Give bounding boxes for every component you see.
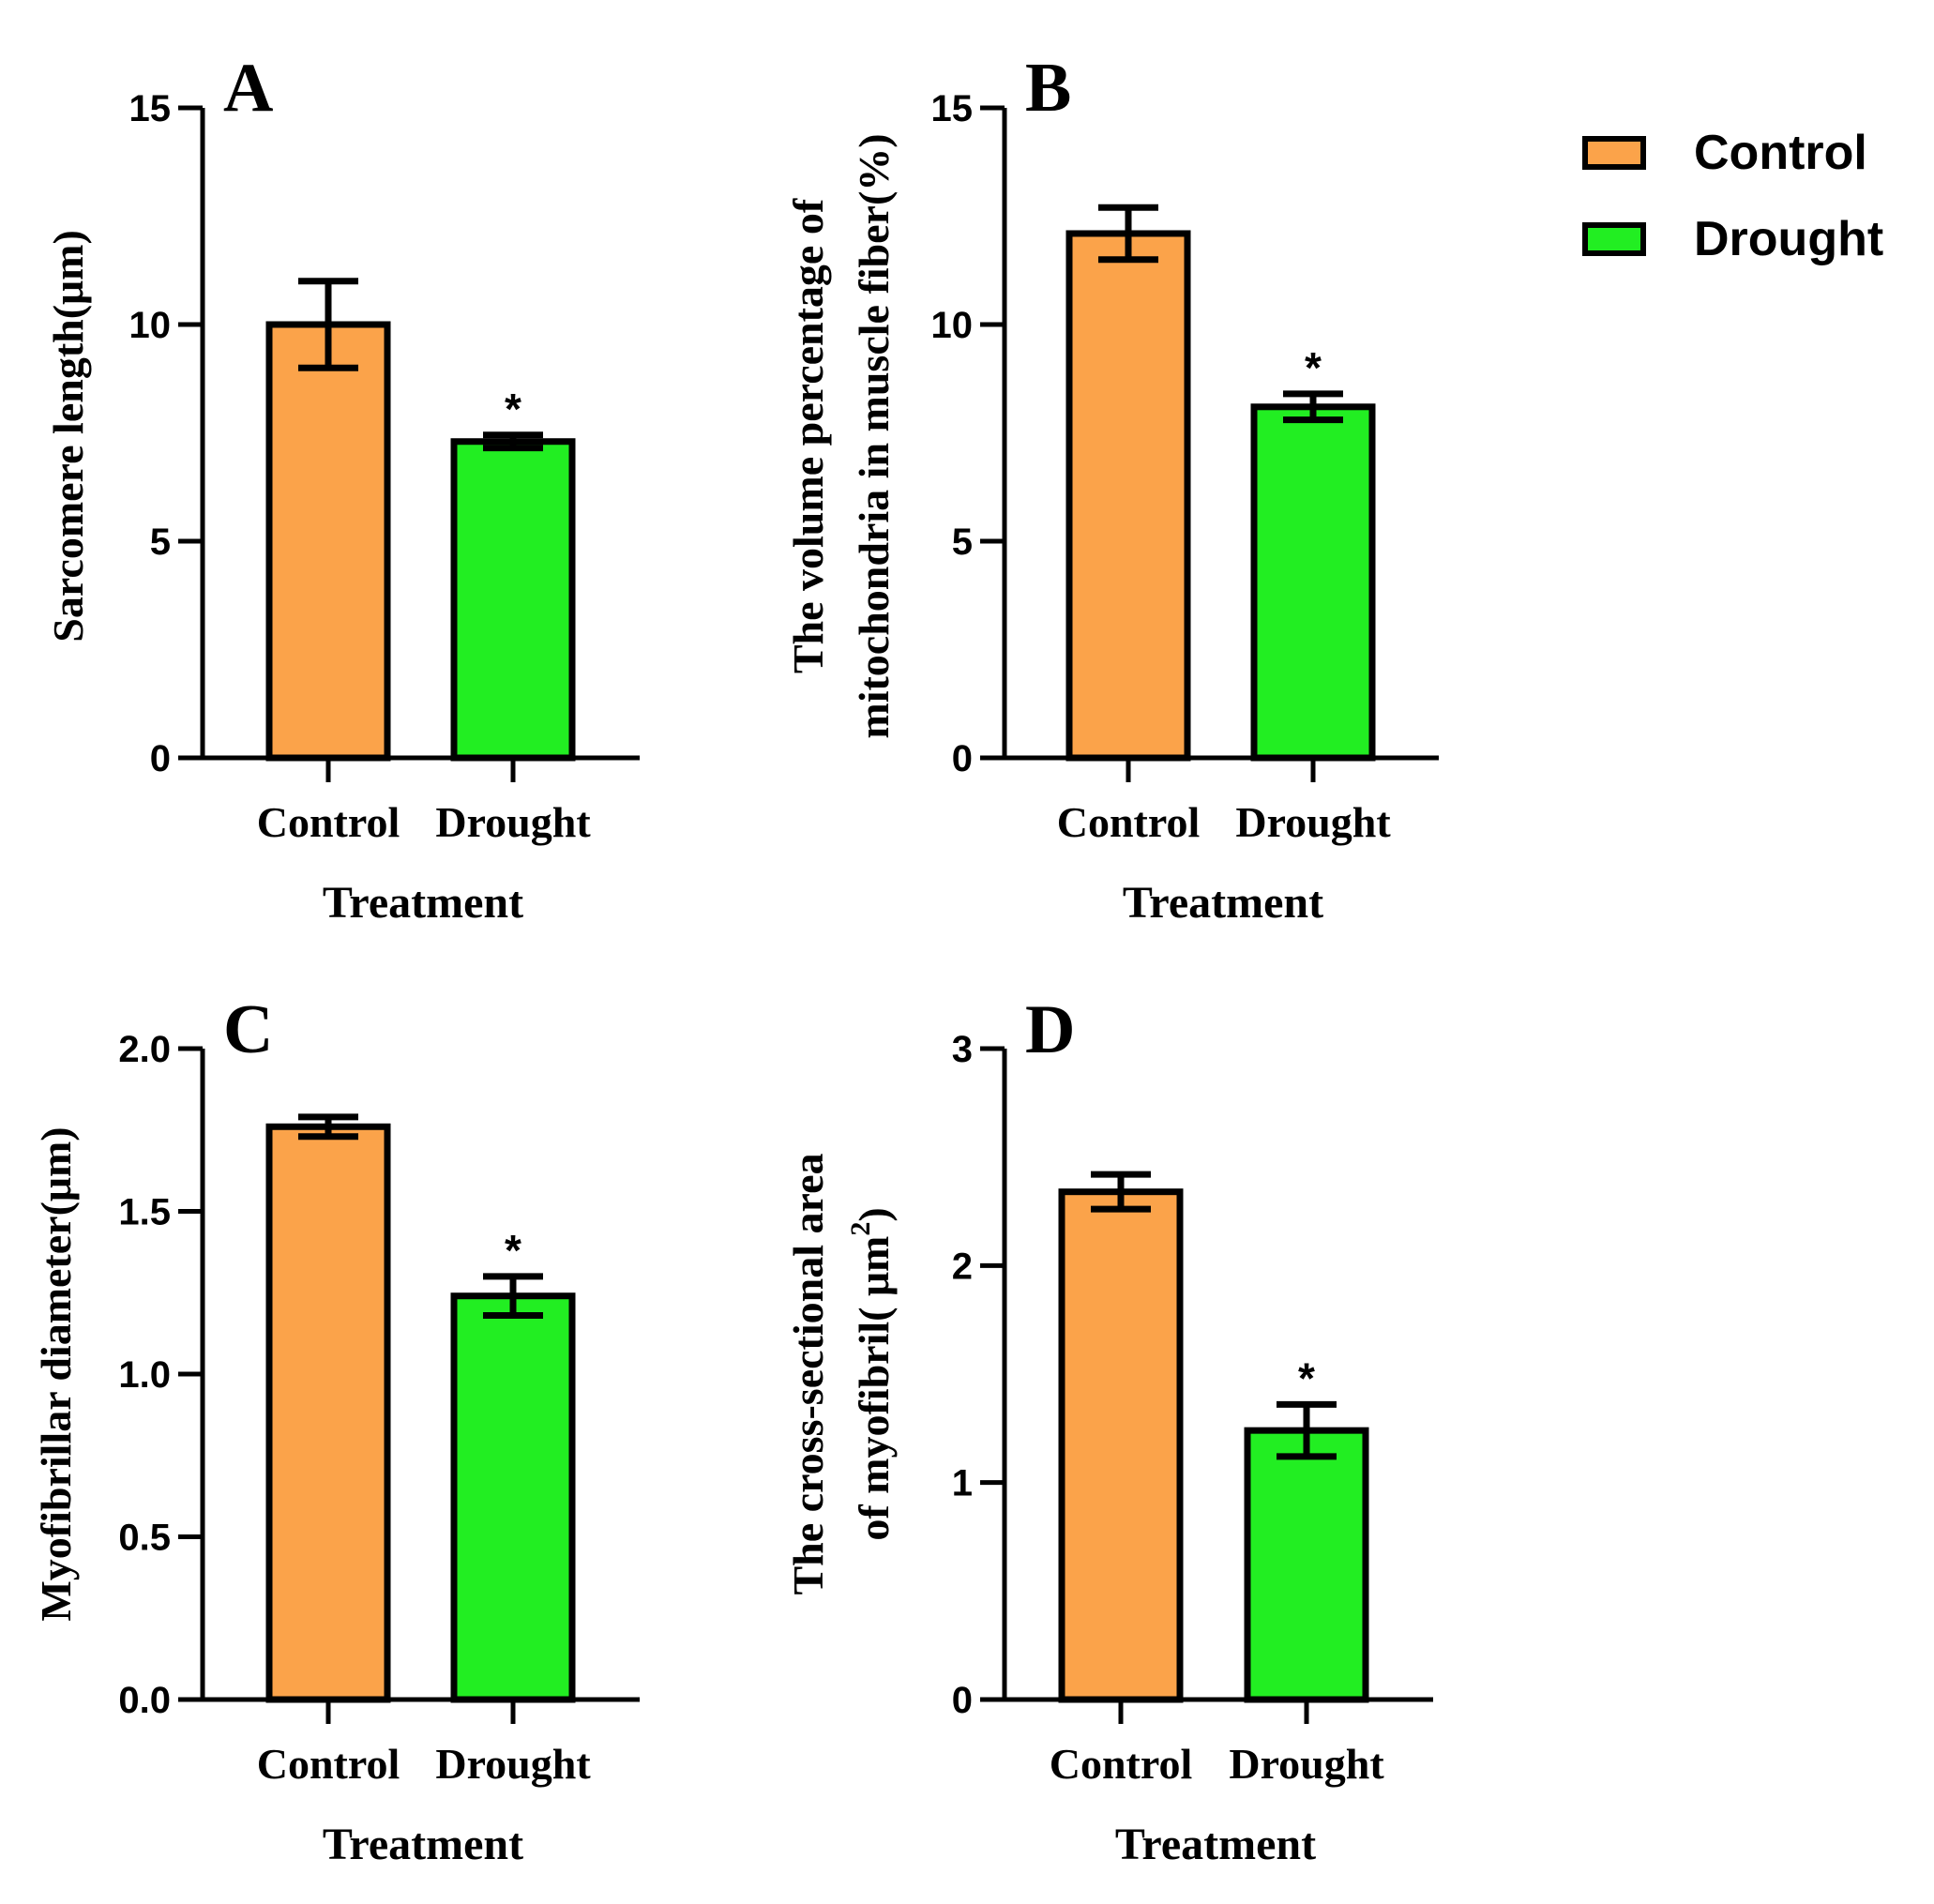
legend-label-drought: Drought bbox=[1694, 212, 1883, 266]
panel-d-x-axis-title: Treatment bbox=[1115, 1820, 1316, 1869]
panel-c-x-tick-label-drought: Drought bbox=[435, 1740, 591, 1788]
panel-letter-c: C bbox=[223, 991, 273, 1068]
panel-b-x-tick-label-control: Control bbox=[1057, 798, 1201, 846]
panel-d-axes: 0 1 2 3 Control Drought * bbox=[952, 1029, 1433, 1788]
panel-b-bar-drought bbox=[1250, 403, 1376, 762]
panel-b-x-tick-label-drought: Drought bbox=[1235, 798, 1391, 846]
panel-a-x-axis-title: Treatment bbox=[323, 878, 523, 928]
panel-c-bar-drought bbox=[450, 1292, 576, 1703]
panel-a-y-tick-label: 10 bbox=[129, 305, 172, 346]
panel-a-y-tick-label: 5 bbox=[150, 521, 171, 563]
panel-c-y-tick-label: 1.0 bbox=[118, 1354, 171, 1396]
panel-a-bar-drought bbox=[450, 438, 576, 762]
panel-c-y-tick-label: 2.0 bbox=[118, 1029, 171, 1070]
panel-a-x-tick-label-control: Control bbox=[257, 798, 400, 846]
panel-letter-a: A bbox=[223, 50, 273, 127]
legend-swatch-control bbox=[1582, 136, 1646, 170]
panel-d-x-tick-label-drought: Drought bbox=[1229, 1740, 1384, 1788]
panel-b: B 0 5 10 15 Control Drought * The volume perce… bbox=[784, 50, 1439, 928]
panel-b-y-tick-label: 10 bbox=[931, 305, 974, 346]
panel-b-y-tick-label: 0 bbox=[952, 738, 973, 779]
panel-d-y-axis-title-superscript: 2 bbox=[845, 1222, 876, 1236]
panel-a-x-tick-label-drought: Drought bbox=[435, 798, 591, 846]
panel-d-significance-drought: * bbox=[1298, 1353, 1315, 1402]
panel-c-significance-drought: * bbox=[505, 1226, 521, 1275]
panel-d-x-tick-label-control: Control bbox=[1050, 1740, 1193, 1788]
panel-d-bar-control bbox=[1058, 1188, 1184, 1703]
panel-b-y-tick-label: 5 bbox=[952, 521, 973, 563]
legend: Control Drought bbox=[1582, 126, 1883, 266]
panel-c-axes: 0.0 0.5 1.0 1.5 2.0 Control Drought * bbox=[118, 1029, 640, 1788]
panel-letter-b: B bbox=[1025, 50, 1071, 127]
panel-d-y-tick-label: 0 bbox=[952, 1680, 973, 1721]
panel-b-bar-control bbox=[1065, 230, 1191, 762]
panel-d: D 0 1 2 3 Control Drought * The cross-sectiona… bbox=[784, 991, 1433, 1869]
panel-a-y-tick-label: 0 bbox=[150, 738, 171, 779]
panel-a-y-tick-label: 15 bbox=[129, 88, 172, 129]
panel-d-bar-drought bbox=[1244, 1427, 1369, 1703]
panel-c: C 0.0 0.5 1.0 1.5 2.0 Control Drought * Myofibr… bbox=[32, 991, 640, 1869]
panel-d-y-tick-label: 2 bbox=[952, 1246, 973, 1287]
legend-label-control: Control bbox=[1694, 126, 1867, 180]
panel-a-axes: 0 5 10 15 Control Drought * bbox=[129, 88, 640, 846]
panel-letter-d: D bbox=[1025, 991, 1075, 1068]
legend-swatch-drought bbox=[1582, 222, 1646, 256]
panel-d-y-axis-title-line1: The cross-sectional area bbox=[784, 1153, 832, 1594]
panel-c-x-tick-label-control: Control bbox=[257, 1740, 400, 1788]
panel-d-y-axis-title-line2: of myofibril( μm2) bbox=[845, 1207, 898, 1540]
panel-c-y-tick-label: 0.5 bbox=[118, 1518, 171, 1559]
panel-b-x-axis-title: Treatment bbox=[1123, 878, 1323, 928]
panel-a-bar-control bbox=[265, 321, 391, 762]
panel-a-significance-drought: * bbox=[505, 385, 521, 433]
panel-c-y-axis-title: Myofibrillar diameter(μm) bbox=[32, 1126, 80, 1621]
panel-b-y-axis-title-line2: mitochondria in muscle fiber(%) bbox=[850, 133, 898, 738]
panel-d-y-tick-label: 1 bbox=[952, 1463, 973, 1504]
panel-b-significance-drought: * bbox=[1305, 343, 1322, 392]
panel-a: A 0 5 10 15 Control Drought * Sarcomere length… bbox=[44, 50, 640, 928]
panel-a-y-axis-title: Sarcomere length(μm) bbox=[44, 230, 92, 642]
panel-c-x-axis-title: Treatment bbox=[323, 1820, 523, 1869]
panel-b-axes: 0 5 10 15 Control Drought * bbox=[931, 88, 1439, 846]
panel-c-bar-control bbox=[265, 1123, 391, 1703]
panel-d-y-tick-label: 3 bbox=[952, 1029, 973, 1070]
panel-d-y-axis-title-main: of myofibril( μm bbox=[850, 1236, 898, 1541]
panel-d-y-axis-title-close: ) bbox=[850, 1207, 898, 1221]
panel-c-y-tick-label: 0.0 bbox=[118, 1680, 171, 1721]
panel-c-y-tick-label: 1.5 bbox=[118, 1192, 171, 1233]
panel-b-y-axis-title-line1: The volume percentage of bbox=[784, 198, 832, 673]
panel-b-y-tick-label: 15 bbox=[931, 88, 974, 129]
